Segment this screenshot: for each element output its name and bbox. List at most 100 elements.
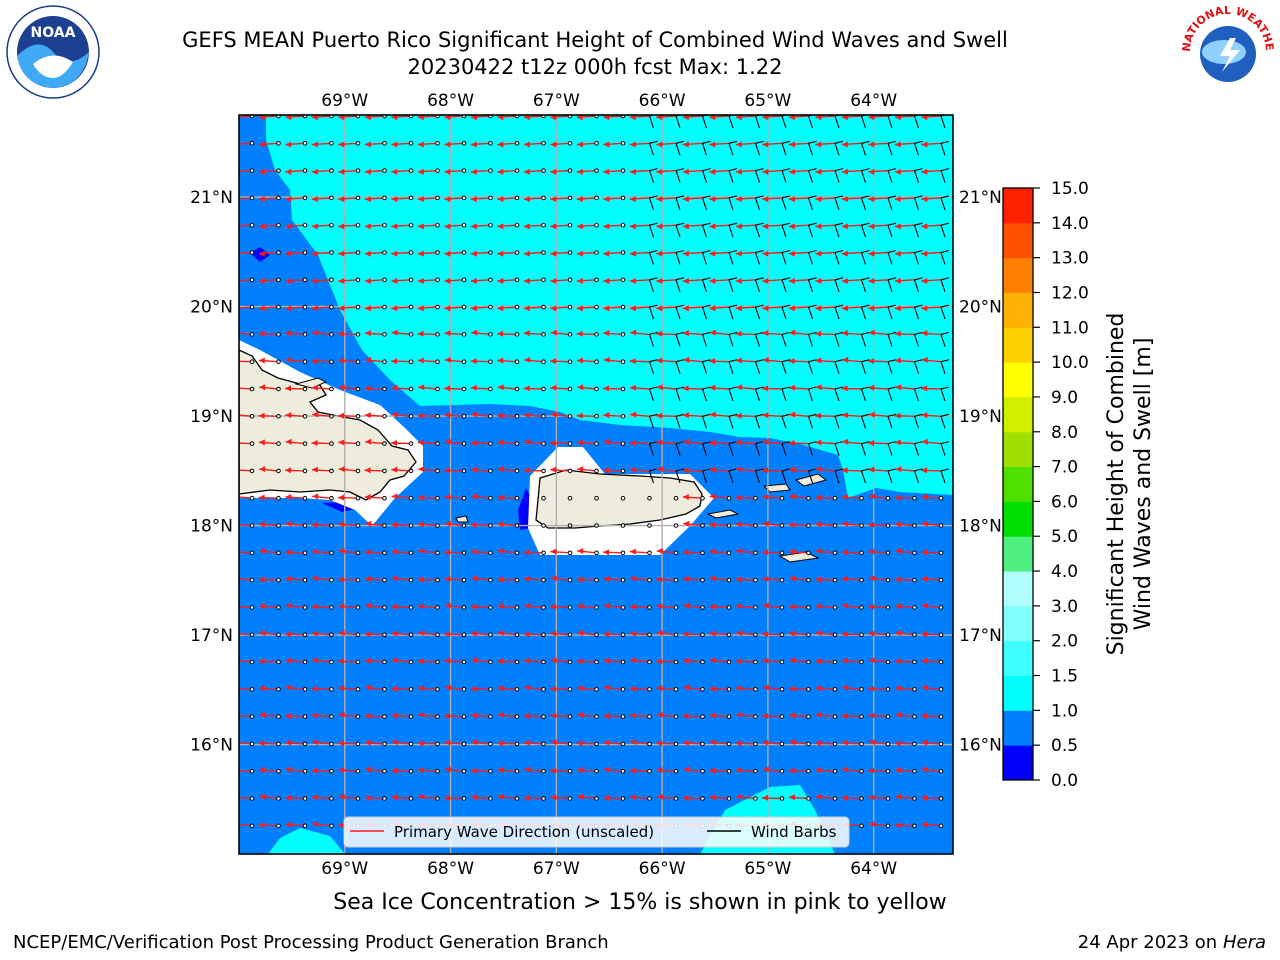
wave-arrowhead bbox=[709, 712, 716, 719]
wave-arrowhead bbox=[603, 657, 610, 664]
wind-barb-calm bbox=[276, 222, 281, 228]
wave-arrowhead bbox=[629, 384, 636, 391]
wave-arrowhead bbox=[762, 168, 769, 175]
wind-barb bbox=[675, 304, 685, 320]
wind-barb-calm bbox=[514, 277, 520, 283]
wind-barb-calm bbox=[912, 768, 917, 774]
wave-arrowhead bbox=[471, 657, 478, 664]
wave-arrowhead bbox=[285, 385, 292, 392]
wave-arrowhead bbox=[338, 384, 345, 391]
wind-barb-calm bbox=[541, 741, 546, 747]
wave-arrowhead bbox=[471, 493, 478, 500]
wind-barb-calm bbox=[673, 714, 679, 719]
wind-barb-calm bbox=[673, 523, 679, 528]
wave-arrowhead bbox=[550, 223, 557, 230]
wave-arrowhead bbox=[470, 168, 477, 175]
wind-barb-calm bbox=[514, 414, 520, 419]
wave-arrowhead bbox=[629, 115, 636, 121]
wave-arrowhead bbox=[841, 223, 848, 230]
wave-arrowhead bbox=[868, 411, 875, 418]
wave-arrowhead bbox=[682, 412, 689, 419]
wave-arrowhead bbox=[656, 766, 663, 773]
wave-arrowhead bbox=[682, 168, 689, 175]
wind-barb-calm bbox=[594, 523, 599, 528]
wave-arrowhead bbox=[365, 684, 372, 691]
wind-barb-calm bbox=[832, 495, 838, 501]
wind-barb-calm bbox=[382, 304, 387, 310]
wave-arrowhead bbox=[523, 657, 530, 664]
wind-barb-calm bbox=[779, 632, 785, 638]
wind-barb-calm bbox=[382, 277, 387, 283]
wind-barb-calm bbox=[435, 605, 440, 610]
wind-barb-calm bbox=[912, 741, 917, 747]
colorbar-bin-7 bbox=[1003, 501, 1033, 537]
wind-barb bbox=[648, 441, 658, 456]
wave-arrowhead bbox=[868, 115, 875, 121]
wave-arrowhead bbox=[391, 767, 398, 774]
wind-barb bbox=[807, 359, 817, 374]
wind-barb bbox=[887, 331, 897, 347]
wave-arrowhead bbox=[815, 196, 822, 203]
wind-barb-calm bbox=[276, 168, 281, 173]
wave-arrowhead bbox=[470, 630, 477, 637]
wind-barb-calm bbox=[567, 796, 573, 801]
wind-barb-calm bbox=[514, 332, 520, 337]
wind-barb bbox=[648, 413, 658, 429]
wind-barb-calm bbox=[620, 332, 626, 337]
wave-arrowhead bbox=[470, 439, 477, 446]
wind-barb-calm bbox=[382, 386, 387, 392]
wave-arrowhead bbox=[629, 223, 636, 230]
wave-arrowhead bbox=[788, 466, 795, 473]
wind-barb-calm bbox=[329, 823, 334, 829]
wave-arrowhead bbox=[735, 115, 742, 121]
wave-arrowhead bbox=[735, 494, 742, 501]
colorbar-bin-3 bbox=[1003, 640, 1033, 677]
wave-arrowhead bbox=[285, 493, 292, 500]
lon-label-top-2: 67°W bbox=[533, 91, 580, 111]
wind-barb-calm bbox=[753, 659, 758, 665]
wind-barb-calm bbox=[276, 741, 281, 747]
wave-arrowhead bbox=[311, 603, 318, 610]
wind-barb-calm bbox=[700, 687, 705, 692]
wave-arrowhead bbox=[788, 548, 795, 555]
wave-arrowhead bbox=[656, 685, 663, 692]
wave-arrowhead bbox=[391, 712, 398, 719]
lat-label-right-3: 18°N bbox=[959, 517, 1002, 537]
wave-arrowhead bbox=[921, 549, 928, 556]
wave-arrowhead bbox=[524, 438, 531, 445]
wind-barb-calm bbox=[382, 577, 387, 583]
wave-arrowhead bbox=[470, 223, 477, 230]
wind-barb-calm bbox=[408, 632, 414, 638]
wind-barb bbox=[940, 168, 950, 183]
wind-barb bbox=[675, 222, 685, 238]
wind-barb-calm bbox=[302, 304, 308, 310]
wave-arrow bbox=[239, 197, 253, 200]
wind-barb-calm bbox=[567, 359, 573, 365]
wind-barb-calm bbox=[726, 550, 732, 556]
wave-arrowhead bbox=[364, 330, 371, 337]
wave-arrowhead bbox=[550, 548, 557, 555]
wave-arrowhead bbox=[338, 494, 345, 501]
wind-barb-calm bbox=[435, 550, 440, 556]
wave-arrowhead bbox=[762, 305, 769, 312]
latitude-labels-right: 21°N 20°N 19°N 18°N 17°N 16°N bbox=[959, 188, 1002, 755]
wind-barb-calm bbox=[541, 796, 546, 801]
colorbar-bin-11 bbox=[1003, 362, 1033, 398]
wind-barb bbox=[701, 331, 711, 347]
wind-barb-calm bbox=[355, 714, 361, 719]
wind-barb bbox=[860, 168, 870, 183]
wave-arrowhead bbox=[762, 602, 769, 609]
wave-arrowhead bbox=[391, 250, 398, 257]
wave-arrowhead bbox=[576, 115, 583, 121]
wave-arrowhead bbox=[788, 521, 795, 528]
wind-barb-calm bbox=[488, 577, 493, 583]
wind-barb-calm bbox=[249, 195, 255, 201]
wind-barb-calm bbox=[753, 577, 758, 583]
wind-barb-calm bbox=[461, 250, 467, 255]
wind-barb-calm bbox=[620, 277, 626, 283]
wind-barb bbox=[754, 249, 764, 265]
wind-barb-calm bbox=[408, 741, 414, 747]
wave-arrow bbox=[239, 469, 253, 472]
wave-arrowhead bbox=[232, 440, 238, 446]
wind-barb-calm bbox=[408, 277, 414, 283]
